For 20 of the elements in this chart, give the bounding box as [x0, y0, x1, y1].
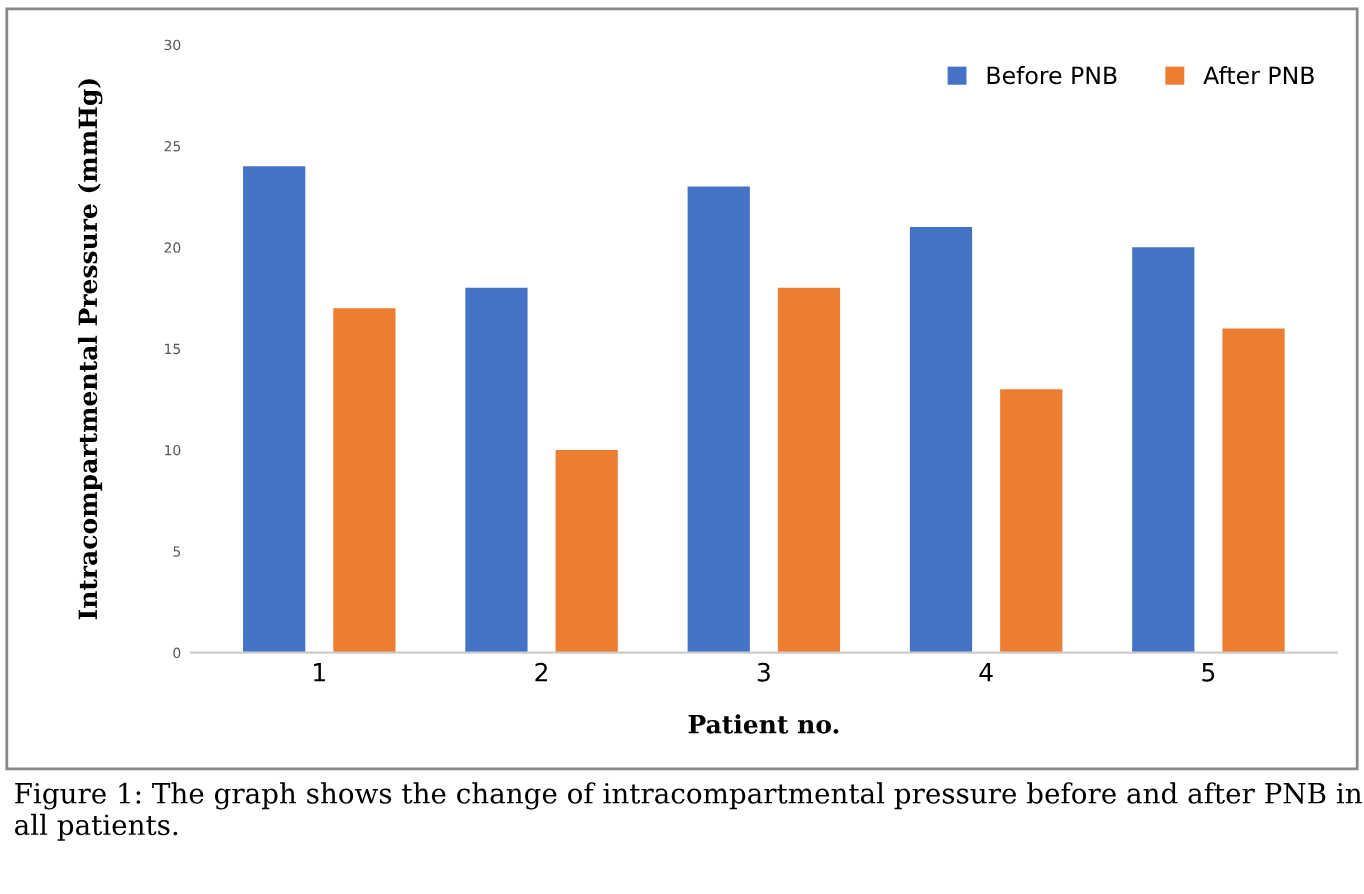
bar [465, 287, 528, 653]
caption: Figure 1: The graph shows the change of intracompartmental pressure before and after PNB in all patients. [15, 782, 1362, 841]
bar [555, 449, 618, 653]
bar [909, 227, 973, 653]
x-tick-label: 5 [1202, 663, 1215, 682]
bar [1132, 247, 1195, 653]
x-tick-label: 4 [979, 663, 993, 682]
bar [777, 287, 841, 653]
x-tick-label: 2 [535, 662, 548, 682]
bar [1222, 328, 1285, 653]
bar [1000, 389, 1063, 653]
x-tick-label: 1 [314, 663, 325, 682]
x-tick-label: 3 [757, 662, 770, 682]
bar [687, 186, 750, 653]
legend-label: Before PNB [987, 65, 1117, 85]
x-axis-title: Patient no. [688, 714, 839, 734]
legend-label: After PNB [1203, 65, 1314, 85]
y-axis-title: Intracompartmental Pressure (mmHg) [77, 79, 103, 620]
bar [243, 166, 306, 653]
bar [333, 308, 396, 653]
